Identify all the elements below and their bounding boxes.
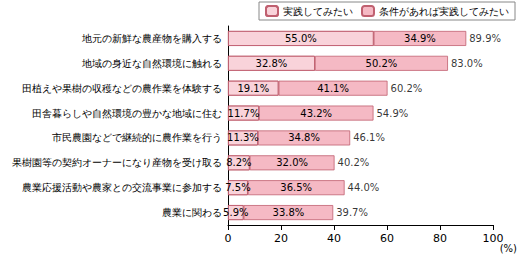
svg-text:32.0%: 32.0% [276, 157, 308, 168]
svg-text:19.1%: 19.1% [237, 83, 269, 94]
svg-text:100: 100 [483, 232, 504, 245]
svg-text:39.7%: 39.7% [336, 207, 368, 218]
svg-text:農業に関わる: 農業に関わる [162, 207, 222, 218]
svg-text:89.9%: 89.9% [469, 33, 501, 44]
svg-text:20: 20 [274, 232, 288, 245]
svg-text:43.2%: 43.2% [300, 108, 332, 119]
svg-text:40.2%: 40.2% [338, 157, 370, 168]
svg-text:11.7%: 11.7% [228, 108, 260, 119]
svg-text:44.0%: 44.0% [348, 182, 380, 193]
svg-text:32.8%: 32.8% [256, 58, 288, 69]
svg-text:田舎暮らしや自然環境の豊かな地域に住む: 田舎暮らしや自然環境の豊かな地域に住む [32, 108, 222, 119]
svg-text:34.8%: 34.8% [288, 132, 320, 143]
svg-text:50.2%: 50.2% [366, 58, 398, 69]
svg-text:果樹園等の契約オーナーになり産物を受け取る: 果樹園等の契約オーナーになり産物を受け取る [12, 157, 222, 168]
svg-text:田植えや果樹の収穫などの農作業を体験する: 田植えや果樹の収穫などの農作業を体験する [22, 83, 222, 94]
svg-text:41.1%: 41.1% [317, 83, 349, 94]
svg-text:0: 0 [225, 232, 232, 245]
svg-text:80: 80 [433, 232, 447, 245]
svg-text:市民農園などで継続的に農作業を行う: 市民農園などで継続的に農作業を行う [52, 132, 222, 143]
svg-text:36.5%: 36.5% [280, 182, 312, 193]
svg-text:7.5%: 7.5% [225, 182, 250, 193]
svg-text:実践してみたい: 実践してみたい [283, 6, 353, 17]
svg-text:60.2%: 60.2% [391, 83, 423, 94]
svg-text:8.2%: 8.2% [226, 157, 251, 168]
svg-text:40: 40 [327, 232, 341, 245]
svg-text:55.0%: 55.0% [285, 33, 317, 44]
svg-text:83.0%: 83.0% [451, 58, 483, 69]
svg-text:46.1%: 46.1% [353, 132, 385, 143]
svg-text:34.9%: 34.9% [404, 33, 436, 44]
svg-text:農業応援活動や農家との交流事業に参加する: 農業応援活動や農家との交流事業に参加する [22, 182, 222, 193]
svg-text:33.8%: 33.8% [273, 207, 305, 218]
svg-text:54.9%: 54.9% [376, 108, 408, 119]
svg-text:条件があれば実践してみたい: 条件があれば実践してみたい [379, 6, 509, 17]
svg-text:5.9%: 5.9% [223, 207, 248, 218]
svg-text:60: 60 [380, 232, 394, 245]
svg-text:11.3%: 11.3% [227, 132, 259, 143]
svg-text:地域の身近な自然環境に触れる: 地域の身近な自然環境に触れる [81, 58, 222, 69]
svg-text:地元の新鮮な農産物を購入する: 地元の新鮮な農産物を購入する [81, 33, 222, 44]
